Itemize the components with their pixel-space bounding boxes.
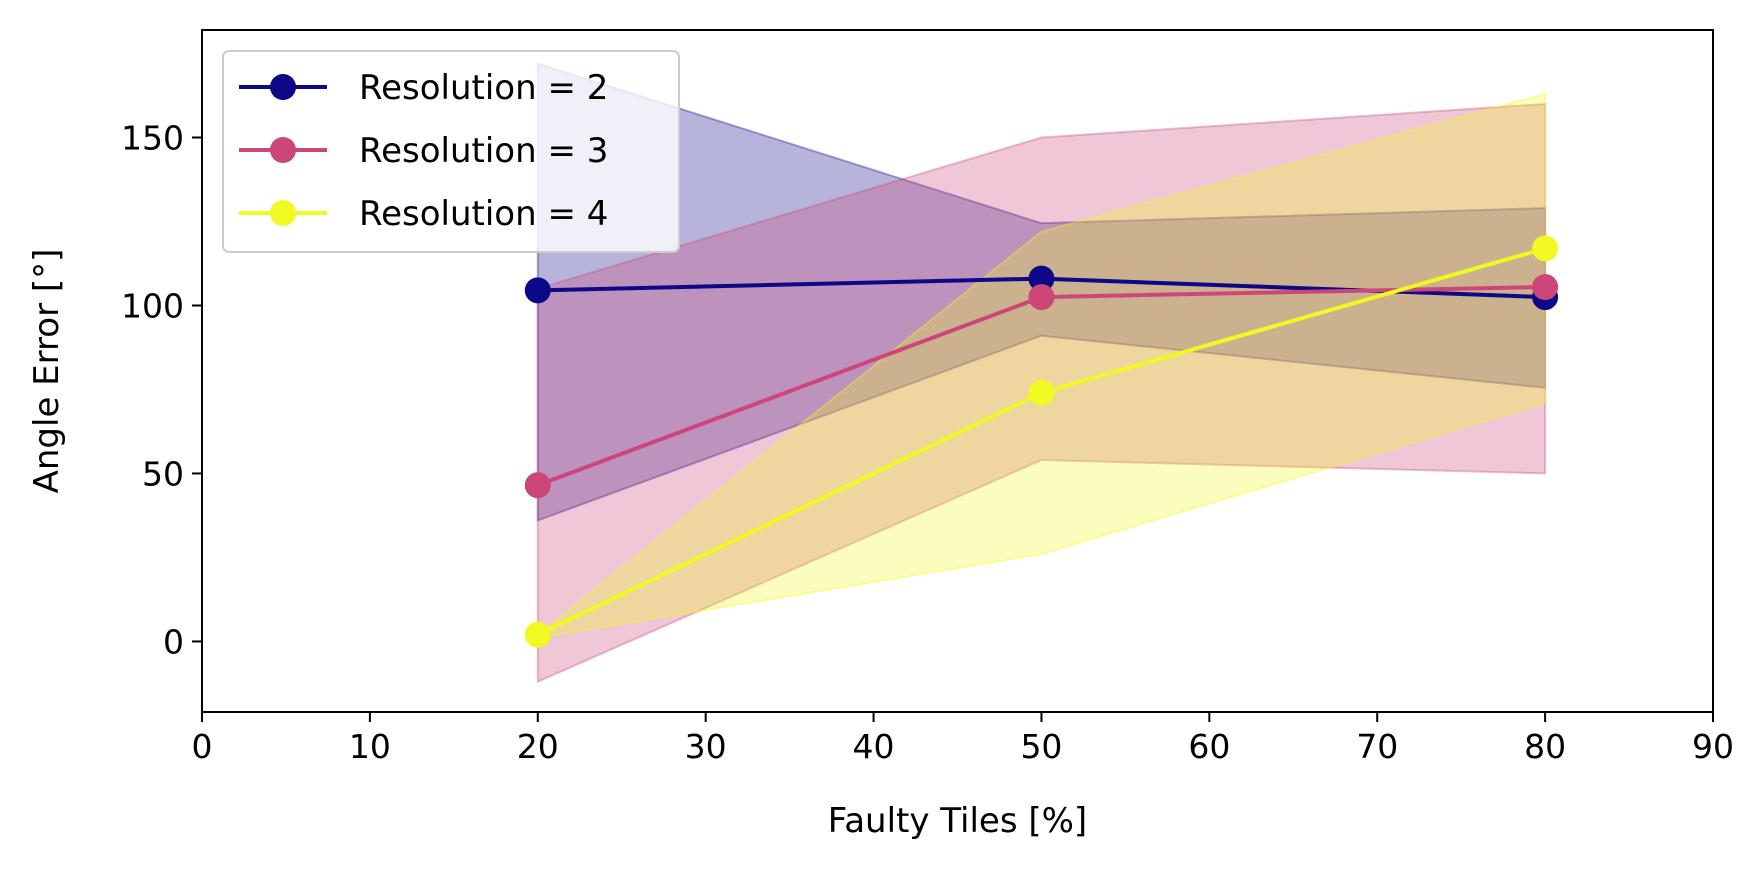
- x-tick-label-80: 80: [1524, 727, 1566, 766]
- y-tick-label-100: 100: [121, 286, 184, 325]
- x-tick-label-60: 60: [1188, 727, 1230, 766]
- point-resolution-3-x20: [524, 472, 551, 499]
- x-tick-label-10: 10: [349, 727, 391, 766]
- x-axis-label: Faulty Tiles [%]: [828, 801, 1087, 841]
- point-resolution-2-x20: [524, 277, 551, 304]
- legend-marker-resolution-4: [270, 200, 296, 226]
- point-resolution-4-x50: [1028, 379, 1055, 406]
- y-tick-label-0: 0: [163, 622, 184, 661]
- plot-area-frame: [201, 29, 1714, 713]
- legend-marker-resolution-2: [270, 74, 296, 100]
- y-axis: 0 50 100 150: [121, 119, 202, 661]
- x-tick-label-50: 50: [1020, 727, 1062, 766]
- point-resolution-4-x80: [1532, 235, 1559, 262]
- series-markers: [524, 235, 1559, 648]
- x-tick-label-0: 0: [192, 727, 213, 766]
- legend-label-resolution-4: Resolution = 4: [359, 194, 608, 234]
- point-resolution-2-x50: [1028, 265, 1055, 292]
- y-axis-label: Angle Error [°]: [27, 249, 67, 494]
- legend: Resolution = 2 Resolution = 3 Resolution =…: [222, 50, 680, 253]
- y-tick-label-150: 150: [121, 119, 184, 158]
- point-resolution-3-x80: [1532, 274, 1559, 301]
- legend-label-resolution-3: Resolution = 3: [359, 131, 608, 171]
- x-tick-label-40: 40: [853, 727, 895, 766]
- legend-marker-resolution-3: [270, 137, 296, 163]
- x-tick-label-70: 70: [1356, 727, 1398, 766]
- point-resolution-4-x20: [524, 621, 551, 648]
- x-tick-label-20: 20: [517, 727, 559, 766]
- y-tick-label-50: 50: [142, 454, 184, 493]
- point-resolution-3-x50: [1028, 284, 1055, 311]
- x-axis: 0 10 20 30 40 50 60 70 80 90: [192, 712, 1734, 766]
- legend-frame: [222, 50, 680, 253]
- x-tick-label-90: 90: [1692, 727, 1734, 766]
- legend-label-resolution-2: Resolution = 2: [359, 68, 608, 108]
- x-tick-label-30: 30: [685, 727, 727, 766]
